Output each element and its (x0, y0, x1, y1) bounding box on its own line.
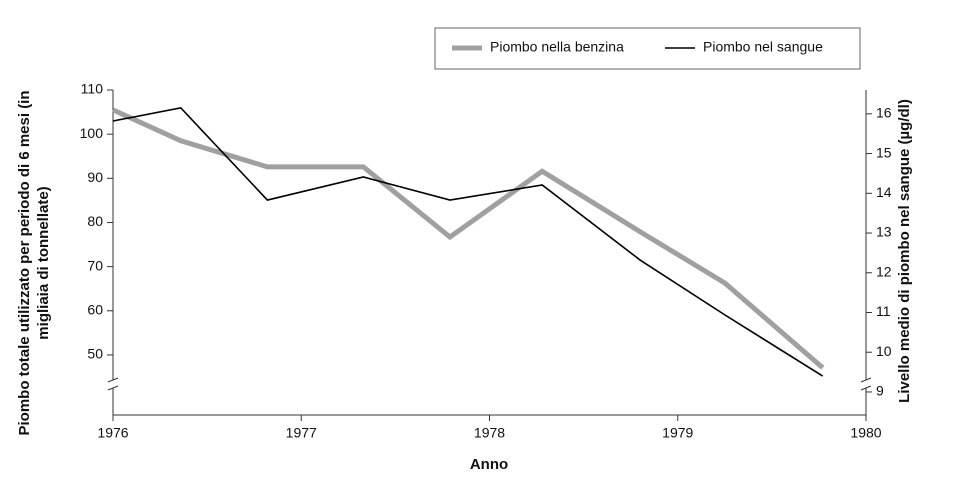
axis-break (860, 385, 872, 391)
line-series (112, 107, 824, 377)
y-tick-label: 70 (87, 257, 103, 273)
y-axis-label: Piombo totale utilizzato per periodo di … (16, 90, 52, 436)
axis-break (107, 385, 119, 391)
y2-tick-label: 15 (876, 144, 892, 160)
y-tick-label: 50 (87, 346, 103, 362)
y2-tick-label: 16 (876, 105, 892, 121)
x-axis-label: Anno (470, 456, 508, 473)
legend-label: Piombo nel sangue (703, 39, 823, 55)
x-tick-label: 1978 (474, 425, 505, 441)
y2-tick-label: 11 (876, 303, 891, 319)
line-series (111, 107, 825, 370)
y-tick-label: 90 (87, 169, 103, 185)
y-axis-label-wrap: Piombo totale utilizzato per periodo di … (16, 90, 52, 436)
y2-tick-label: 12 (876, 263, 892, 279)
y2-axis-label-wrap: Livello medio di piombo nel sangue (µg/d… (896, 99, 913, 403)
y2-tick-label: 10 (876, 343, 892, 359)
y-tick-label: 100 (80, 125, 104, 141)
y-tick-label: 110 (81, 81, 104, 97)
axis-break-gap (861, 380, 871, 388)
x-tick-label: 1979 (662, 425, 693, 441)
legend-label: Piombo nella benzina (490, 39, 624, 55)
axis-break (107, 377, 119, 383)
y2-axis-label: Livello medio di piombo nel sangue (µg/d… (896, 99, 913, 403)
x-tick-label: 1977 (286, 425, 317, 441)
x-tick-label: 1980 (850, 425, 881, 441)
y2-tick-label: 13 (876, 224, 892, 240)
axis-break (860, 377, 872, 383)
y2-tick-label: 9 (876, 383, 884, 399)
y-tick-label: 80 (87, 213, 103, 229)
axis-break-gap (108, 380, 118, 388)
y-tick-label: 60 (87, 301, 103, 317)
legend-box (434, 27, 861, 70)
y2-tick-label: 14 (876, 184, 892, 200)
x-tick-label: 1976 (97, 425, 128, 441)
